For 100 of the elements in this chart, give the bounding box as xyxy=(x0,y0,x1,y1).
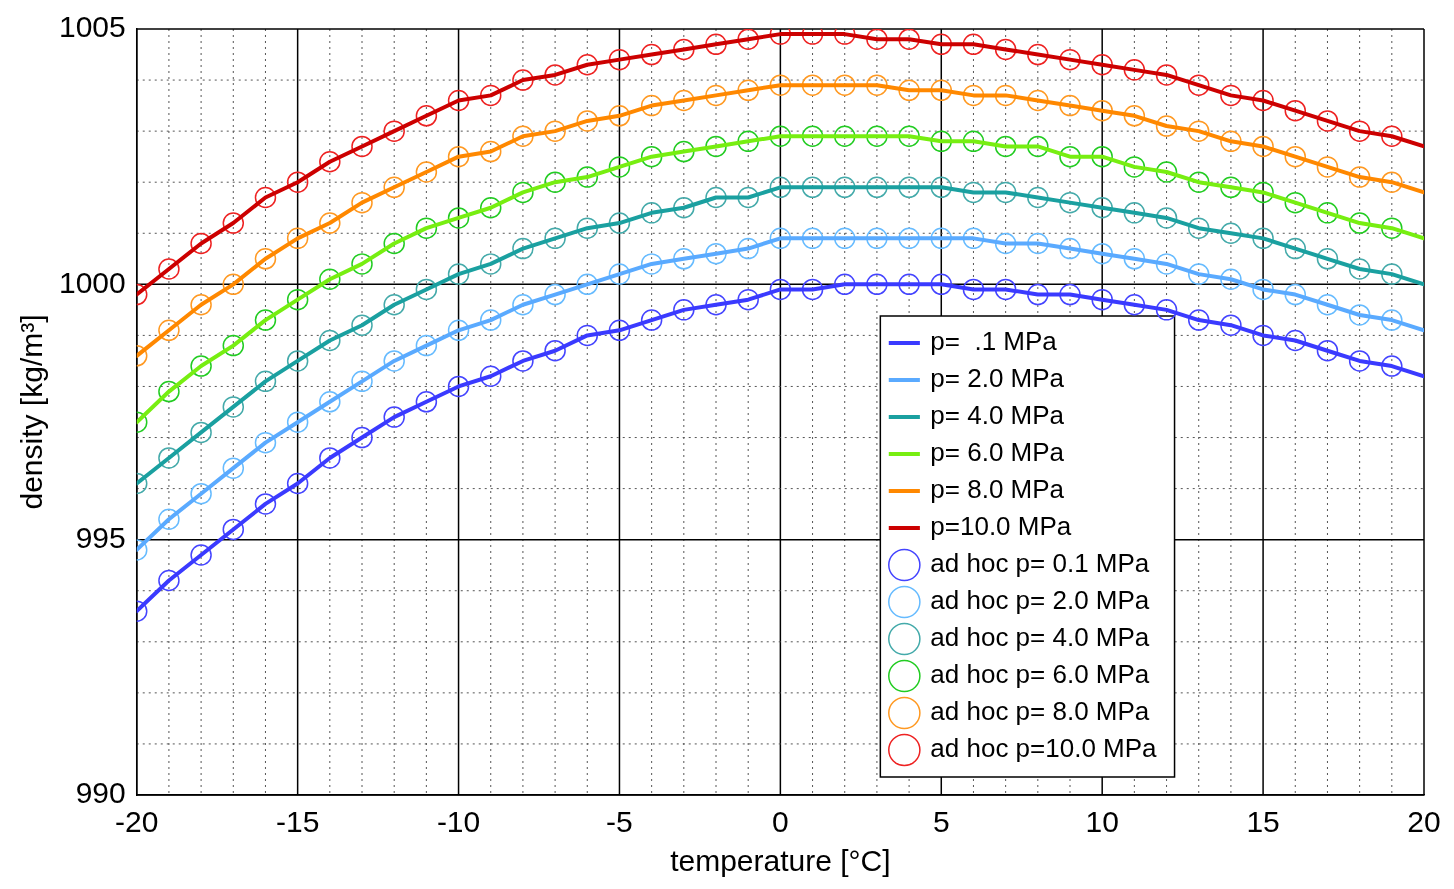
point xyxy=(158,508,180,530)
point xyxy=(415,105,438,127)
point xyxy=(898,125,920,147)
point xyxy=(222,518,245,541)
point xyxy=(190,421,212,444)
point xyxy=(1220,314,1242,336)
point xyxy=(930,227,953,250)
point xyxy=(608,48,631,71)
point xyxy=(994,84,1017,107)
point xyxy=(576,217,599,239)
point xyxy=(1155,161,1178,183)
point xyxy=(962,33,985,56)
point xyxy=(1091,99,1113,122)
point xyxy=(351,253,373,275)
point xyxy=(930,176,953,199)
point xyxy=(479,365,502,387)
point xyxy=(254,248,277,270)
point xyxy=(286,227,309,250)
point xyxy=(1123,248,1146,270)
point xyxy=(1091,242,1113,265)
point xyxy=(351,426,373,449)
legend-label: p= 2.0 MPa xyxy=(930,363,1065,394)
point xyxy=(447,319,470,342)
point xyxy=(415,161,438,183)
point xyxy=(1252,181,1274,204)
legend-label: ad hoc p=10.0 MPa xyxy=(930,733,1158,764)
point xyxy=(608,263,631,285)
point xyxy=(994,181,1017,204)
point xyxy=(351,191,373,214)
point xyxy=(769,74,792,96)
point xyxy=(866,176,888,199)
point xyxy=(447,89,470,112)
point xyxy=(479,309,502,331)
y-tick-label: 1005 xyxy=(58,10,126,44)
point xyxy=(1381,171,1403,193)
point xyxy=(158,319,180,342)
point xyxy=(190,232,212,255)
point xyxy=(1187,74,1210,96)
point xyxy=(801,74,824,96)
point xyxy=(1381,263,1403,285)
point xyxy=(1220,130,1242,153)
point xyxy=(608,105,631,127)
point xyxy=(1284,329,1307,352)
point xyxy=(254,309,277,331)
point xyxy=(1381,309,1403,331)
point xyxy=(994,278,1017,301)
point xyxy=(608,212,631,234)
point xyxy=(222,212,245,234)
point xyxy=(319,329,341,352)
point xyxy=(1348,166,1371,188)
point xyxy=(1123,202,1146,224)
point xyxy=(898,176,920,199)
point xyxy=(544,171,566,193)
point xyxy=(898,79,920,102)
legend-label: ad hoc p= 4.0 MPa xyxy=(930,622,1150,653)
point xyxy=(1027,186,1049,209)
point xyxy=(1155,64,1178,86)
x-tick-label: -10 xyxy=(436,805,481,839)
y-tick-label: 995 xyxy=(75,520,126,554)
point xyxy=(544,120,566,142)
point xyxy=(576,273,599,296)
point xyxy=(1155,207,1178,229)
point xyxy=(447,375,470,398)
point xyxy=(930,33,953,56)
point xyxy=(1059,237,1081,260)
point xyxy=(801,125,824,147)
point xyxy=(158,569,180,592)
point xyxy=(1027,89,1049,112)
point xyxy=(479,140,502,163)
point xyxy=(1187,263,1210,285)
point xyxy=(1348,350,1371,372)
point xyxy=(673,38,695,61)
point xyxy=(415,278,438,301)
point xyxy=(576,324,599,347)
point xyxy=(479,196,502,219)
point xyxy=(319,212,341,234)
point xyxy=(673,196,695,219)
point xyxy=(158,380,180,403)
x-tick-label: -5 xyxy=(606,805,633,839)
point xyxy=(1123,105,1146,127)
point xyxy=(866,227,888,250)
point xyxy=(930,79,953,102)
point xyxy=(737,186,759,209)
point xyxy=(673,248,695,270)
point xyxy=(1027,135,1049,158)
point xyxy=(447,207,470,229)
point xyxy=(1381,217,1403,239)
point xyxy=(1155,253,1178,275)
point xyxy=(801,278,824,301)
point xyxy=(930,130,953,153)
point xyxy=(383,350,405,372)
point xyxy=(1155,299,1178,321)
point xyxy=(1123,59,1146,81)
point xyxy=(1187,120,1210,142)
point xyxy=(640,309,663,331)
point xyxy=(801,176,824,199)
legend-label: ad hoc p= 2.0 MPa xyxy=(930,585,1150,616)
point xyxy=(544,64,566,86)
point xyxy=(833,227,856,250)
legend-label: p= 8.0 MPa xyxy=(930,474,1065,505)
